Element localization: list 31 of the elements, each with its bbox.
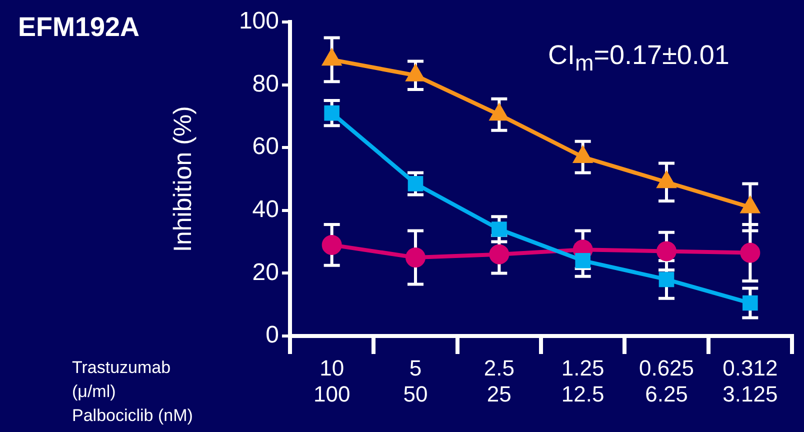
x-tick-label: 0.625 6.25 (638, 355, 694, 407)
y-tick-label: 40 (252, 196, 279, 224)
point (406, 248, 426, 268)
x-axis-title: Trastuzumab (μ/ml) Palbociclib (nM) (72, 357, 193, 427)
point (658, 172, 676, 188)
point (574, 147, 592, 164)
point (740, 242, 760, 263)
y-tick-label: 100 (238, 8, 279, 35)
point (742, 295, 758, 311)
y-axis-title: Inhibition (%) (168, 106, 197, 252)
y-tick-label: 80 (252, 70, 279, 98)
point (492, 222, 507, 237)
point (490, 104, 508, 121)
annotation: CI$_{m}$=0.17±0.01 (548, 40, 730, 76)
x-tick-label: 1.25 12.5 (561, 355, 604, 407)
y-tick-label: 20 (252, 258, 279, 286)
x-tick-label: 10 100 (313, 355, 350, 407)
y-tick-label: 60 (252, 133, 279, 160)
point (658, 272, 674, 288)
x-tick-label: 0.312 3.125 (722, 355, 778, 407)
y-tick-label: 0 (266, 322, 279, 349)
point (489, 244, 510, 264)
chart-title: EFM192A (18, 12, 140, 43)
x-tick-label: 5 50 (403, 355, 428, 407)
point (406, 65, 424, 82)
point (575, 252, 590, 268)
point (741, 197, 760, 214)
point (322, 234, 342, 255)
point (322, 50, 341, 66)
x-tick-label: 2.5 25 (484, 355, 514, 407)
point (656, 241, 676, 262)
